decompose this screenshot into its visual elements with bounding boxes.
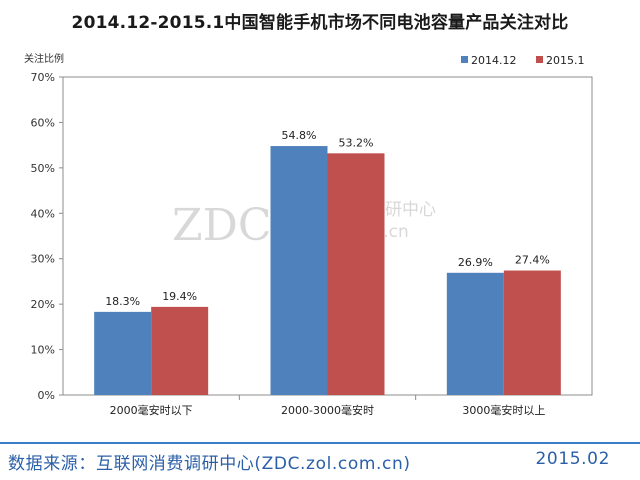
data-label: 18.3% [105,295,140,308]
bar [446,272,504,395]
y-tick-label: 30% [31,253,55,266]
legend: 2014.12 2015.1 [461,54,585,67]
data-label: 27.4% [515,254,550,267]
x-tick-label: 2000-3000毫安时 [281,403,374,417]
y-tick-label: 70% [31,71,55,84]
y-tick-label: 0% [38,389,55,402]
legend-swatch [461,56,468,63]
footer-source: 数据来源：互联网消费调研中心(ZDC.zol.com.cn) [8,454,411,474]
y-tick-label: 40% [31,207,55,220]
bar [503,270,561,395]
y-axis-label: 关注比例 [24,52,64,65]
x-tick-label: 2000毫安时以下 [110,403,193,417]
plot-area: 0% 10% 20% 30% 40% 50% 60% 70% 18.3% 19.4% 2000毫安时… [31,71,593,417]
y-tick-label: 20% [31,298,55,311]
footer-divider [0,442,640,444]
chart-title: 2014.12-2015.1中国智能手机市场不同电池容量产品关注对比 [71,13,569,33]
x-tick-label: 3000毫安时以上 [462,403,545,417]
bar [151,306,209,395]
data-label: 26.9% [458,256,493,269]
bar-chart: ZDC 互联网消费调研中心 zdc.zol.com.cn 关注比例 0%10%2… [24,52,593,417]
y-tick-label: 10% [31,344,55,357]
data-label: 53.2% [339,136,374,149]
bar [327,153,385,395]
footer-date: 2015.02 [535,449,610,469]
y-tick-label: 50% [31,162,55,175]
legend-label: 2015.1 [546,54,585,67]
bar [94,311,152,395]
data-label: 19.4% [162,290,197,303]
bar [270,146,328,395]
watermark-logo: ZDC [172,200,272,251]
legend-swatch [536,56,543,63]
legend-label: 2014.12 [471,54,517,67]
y-tick-label: 60% [31,116,55,129]
data-label: 54.8% [282,129,317,142]
